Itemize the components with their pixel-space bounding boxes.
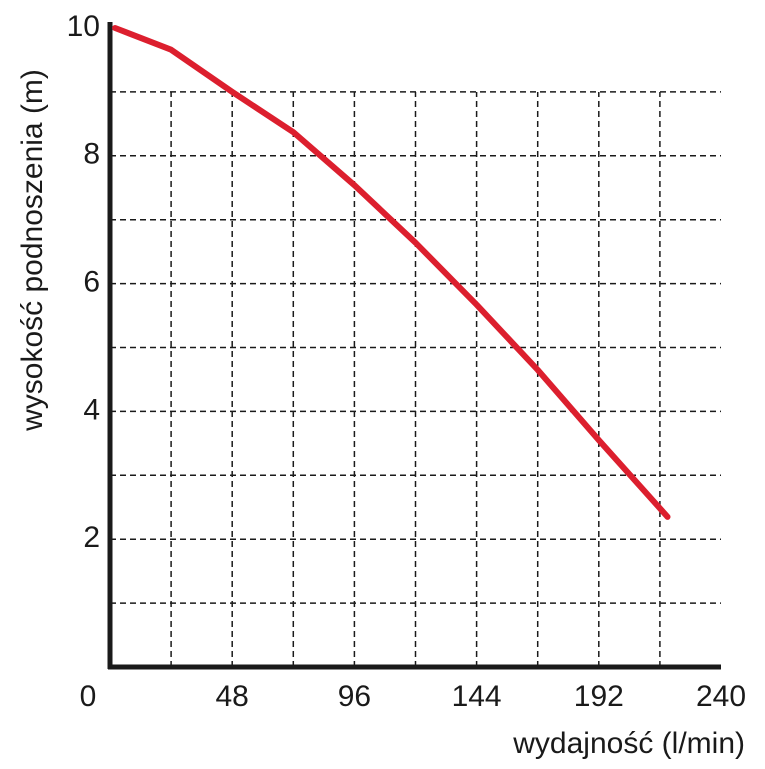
x-tick-label: 48: [216, 680, 249, 713]
y-tick-label: 4: [83, 393, 100, 426]
x-tick-label: 0: [80, 680, 97, 713]
x-axis-label: wydajność (l/min): [512, 727, 745, 760]
y-tick-label: 10: [67, 10, 100, 43]
x-tick-label: 96: [338, 680, 371, 713]
x-tick-label: 240: [696, 680, 746, 713]
y-tick-label: 6: [83, 266, 100, 299]
x-tick-label: 192: [574, 680, 624, 713]
x-tick-label: 144: [452, 680, 502, 713]
line-series: [112, 25, 671, 520]
y-tick-label: 8: [83, 138, 100, 171]
y-tick-label: 2: [83, 521, 100, 554]
y-axis-label: wysokość podnoszenia (m): [16, 69, 49, 432]
